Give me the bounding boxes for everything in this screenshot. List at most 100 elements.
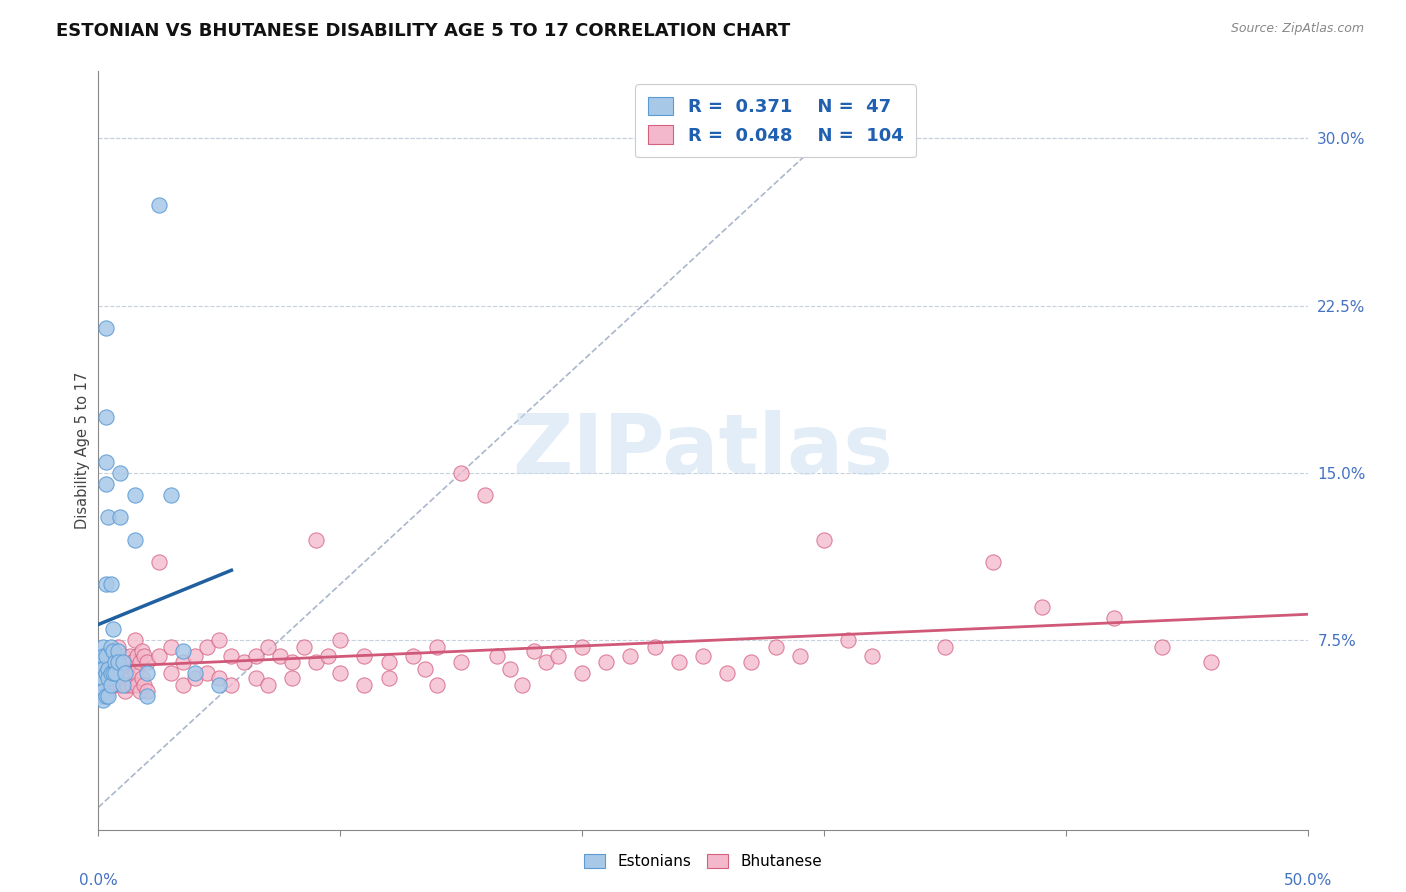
- Point: [195, 640, 218, 654]
- Point: [94, 671, 117, 685]
- Point: [121, 655, 143, 669]
- Point: [1031, 599, 1053, 614]
- Point: [740, 655, 762, 669]
- Text: ESTONIAN VS BHUTANESE DISABILITY AGE 5 TO 17 CORRELATION CHART: ESTONIAN VS BHUTANESE DISABILITY AGE 5 T…: [56, 22, 790, 40]
- Point: [571, 640, 593, 654]
- Point: [256, 640, 278, 654]
- Point: [426, 640, 449, 654]
- Point: [426, 678, 449, 692]
- Point: [91, 678, 114, 692]
- Point: [94, 410, 117, 425]
- Point: [571, 666, 593, 681]
- Point: [127, 648, 149, 663]
- Point: [128, 684, 150, 698]
- Point: [100, 644, 122, 658]
- Point: [94, 648, 117, 663]
- Point: [208, 678, 231, 692]
- Point: [184, 666, 207, 681]
- Point: [114, 666, 136, 681]
- Point: [160, 640, 183, 654]
- Point: [208, 671, 231, 685]
- Point: [101, 666, 124, 681]
- Point: [148, 555, 170, 569]
- Point: [90, 666, 112, 681]
- Point: [595, 655, 617, 669]
- Point: [111, 671, 134, 685]
- Point: [117, 678, 139, 692]
- Point: [91, 640, 114, 654]
- Point: [789, 648, 811, 663]
- Point: [100, 666, 122, 681]
- Point: [107, 655, 129, 669]
- Point: [94, 321, 117, 335]
- Point: [104, 655, 127, 669]
- Point: [329, 633, 352, 648]
- Point: [111, 655, 134, 669]
- Legend: Estonians, Bhutanese: Estonians, Bhutanese: [578, 848, 828, 875]
- Point: [124, 633, 146, 648]
- Point: [1152, 640, 1174, 654]
- Point: [90, 678, 112, 692]
- Point: [269, 648, 291, 663]
- Point: [94, 577, 117, 591]
- Point: [94, 689, 117, 703]
- Point: [121, 678, 143, 692]
- Point: [232, 655, 254, 669]
- Point: [934, 640, 956, 654]
- Point: [413, 662, 436, 676]
- Point: [692, 648, 714, 663]
- Point: [127, 678, 149, 692]
- Point: [813, 533, 835, 547]
- Point: [91, 662, 114, 676]
- Point: [101, 678, 124, 692]
- Text: 50.0%: 50.0%: [1284, 873, 1331, 888]
- Point: [329, 666, 352, 681]
- Point: [114, 662, 136, 676]
- Point: [131, 644, 153, 658]
- Point: [108, 655, 131, 669]
- Point: [195, 666, 218, 681]
- Point: [107, 640, 129, 654]
- Point: [97, 662, 120, 676]
- Point: [128, 655, 150, 669]
- Point: [101, 622, 124, 636]
- Point: [97, 684, 120, 698]
- Point: [111, 678, 134, 692]
- Y-axis label: Disability Age 5 to 17: Disability Age 5 to 17: [75, 372, 90, 529]
- Point: [118, 648, 141, 663]
- Point: [135, 684, 157, 698]
- Point: [402, 648, 425, 663]
- Text: Source: ZipAtlas.com: Source: ZipAtlas.com: [1230, 22, 1364, 36]
- Point: [91, 693, 114, 707]
- Point: [97, 510, 120, 524]
- Point: [114, 684, 136, 698]
- Point: [108, 466, 131, 480]
- Point: [498, 662, 520, 676]
- Point: [90, 655, 112, 669]
- Point: [160, 666, 183, 681]
- Point: [100, 678, 122, 692]
- Point: [117, 666, 139, 681]
- Point: [148, 648, 170, 663]
- Point: [305, 533, 328, 547]
- Point: [1199, 655, 1222, 669]
- Point: [245, 648, 267, 663]
- Point: [172, 644, 194, 658]
- Point: [474, 488, 496, 502]
- Point: [91, 655, 114, 669]
- Point: [981, 555, 1004, 569]
- Point: [184, 648, 207, 663]
- Point: [104, 666, 127, 681]
- Point: [353, 648, 375, 663]
- Point: [377, 655, 399, 669]
- Point: [107, 666, 129, 681]
- Point: [510, 678, 533, 692]
- Point: [135, 666, 157, 681]
- Point: [292, 640, 315, 654]
- Point: [316, 648, 339, 663]
- Text: ZIPatlas: ZIPatlas: [513, 410, 893, 491]
- Point: [91, 648, 114, 663]
- Point: [104, 671, 127, 685]
- Point: [619, 648, 641, 663]
- Point: [281, 671, 304, 685]
